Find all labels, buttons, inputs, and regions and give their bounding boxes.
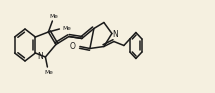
Text: Me: Me bbox=[44, 70, 53, 75]
Text: N: N bbox=[112, 29, 118, 39]
Text: O: O bbox=[70, 42, 76, 51]
Text: Me: Me bbox=[49, 14, 58, 19]
Text: Me: Me bbox=[62, 25, 71, 31]
Text: N: N bbox=[38, 52, 43, 61]
